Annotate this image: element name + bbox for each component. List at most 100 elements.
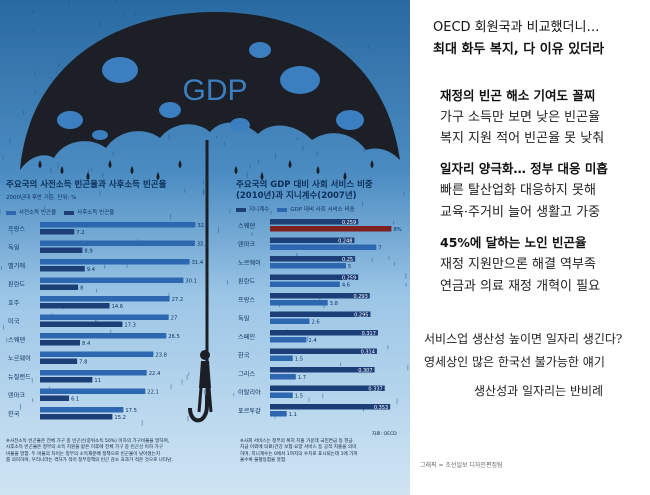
bar-spend (270, 374, 296, 380)
data-label-gini: 0.307 (358, 368, 372, 374)
bar-gini (270, 293, 370, 299)
category-label: 스웨덴 (238, 222, 255, 230)
person-figure (197, 350, 213, 413)
data-label-post: 14.6 (112, 304, 124, 310)
legend-item-gini: 지니계수 (236, 205, 269, 213)
legend-item-post: 사후소득 빈곤율 (64, 208, 114, 216)
drip (178, 160, 182, 168)
drip (130, 166, 134, 174)
category-label: 독일 (8, 244, 20, 252)
drip (234, 166, 238, 174)
data-label-spend: 1.5 (295, 357, 303, 363)
category-label: 한국 (8, 411, 20, 418)
bar-post (40, 358, 78, 364)
data-label-pre: 22.1 (147, 390, 159, 396)
social-service-chart: 주요국의 GDP 대비 사회 서비스 비중 (2010년)과 지니계수(2007… (236, 180, 408, 422)
data-label-gini: 0.259 (342, 220, 356, 226)
graphic-credit: 그래픽 = 조선일보 디자인편집팀 (420, 462, 503, 469)
section-heading-1: 재정의 빈곤 해소 기여도 꼴찌 (440, 88, 596, 103)
note-line: 하며, 지니계수는 0에서 1까지의 수치로 표시되는데 1에 가까 (240, 451, 358, 457)
bar-pre (40, 407, 124, 413)
article-summary-panel: OECD 회원국과 비교했더니… 최대 화두 복지, 다 이유 있더라 재정의 … (410, 0, 650, 495)
bar-spend (270, 281, 340, 287)
category-label: 한국 (238, 353, 250, 360)
note-line: 를 의미하며, 우리나라는 격차가 적어 정부정책의 빈곤 감소 효과가 적은 … (6, 458, 173, 464)
drip (316, 166, 320, 174)
bar-gini (270, 367, 375, 373)
legend-item-spend: GDP 대비 사회 서비스 비중 (277, 205, 355, 213)
category-label: 프랑스 (8, 226, 25, 233)
category-label: 포르투갈 (238, 407, 261, 415)
section-3-line-1: 재정 지원만으론 해결 역부족 (440, 257, 596, 272)
poverty-chart-subtitle: 2000년대 후반 기준, 단위: % (6, 195, 77, 201)
category-label: 노르웨이 (238, 259, 261, 267)
bar-gini (270, 311, 371, 317)
bar-pre (40, 259, 190, 265)
bar-pre (40, 314, 169, 320)
data-label-gini: 0.337 (368, 386, 382, 392)
canopy-spot (336, 110, 364, 130)
bar-pre (40, 240, 195, 246)
canopy-spot (57, 111, 83, 129)
note-line: 지급 이외에 의료(건강 보험·요양 서비스 등 공적 지출을 의미 (240, 445, 357, 451)
data-label-post: 7.8 (79, 360, 87, 366)
umbrella-canopy (20, 12, 400, 170)
social-chart-title-line2: (2010년)과 지니계수(2007년) (236, 191, 357, 201)
question-line-2: 영세상인 많은 한국선 불가능한 얘기 (424, 355, 605, 369)
bar-spend (270, 263, 346, 269)
data-label-spend: 2.6 (311, 320, 319, 326)
category-label: 스페인 (238, 333, 255, 341)
data-label-post: 6.1 (71, 397, 79, 403)
bar-gini (270, 385, 385, 391)
data-label-gini: 0.293 (353, 294, 367, 300)
drip (343, 172, 347, 180)
category-label: 덴마크 (8, 392, 25, 400)
drip (86, 172, 90, 180)
data-label-pre: 22.4 (149, 371, 161, 377)
question-line-1: 서비스업 생산성 높이면 일자리 생긴다? (424, 332, 623, 346)
section-2-line-1: 빠른 탈산업화 대응하지 못해 (440, 183, 596, 198)
category-label: 벨기에 (8, 262, 25, 270)
drip (156, 172, 160, 180)
social-service-bars: 스웨덴 0.259 8% 덴마크 0.248 7 노르웨이 0.255 핀란드 0.259 4.6 프… (238, 219, 402, 418)
data-label-spend: 4.6 (342, 283, 350, 289)
canopy-spot (280, 66, 320, 94)
data-label-spend: 1.5 (295, 394, 303, 400)
bar-pre (40, 296, 170, 302)
poverty-chart-legend: 사전소득 빈곤율 사후소득 빈곤율 (6, 208, 211, 216)
data-label-spend: 5 (348, 264, 351, 270)
canopy-spot (249, 42, 271, 58)
category-label: 이탈리아 (238, 389, 261, 397)
data-label-post: 8 (80, 286, 83, 292)
data-label-gini: 0.317 (362, 331, 376, 337)
bar-pre (40, 351, 154, 357)
bar-gini (270, 404, 391, 410)
bar-post (40, 247, 83, 253)
summary-title-line2: 최대 화두 복지, 다 이유 있더라 (433, 42, 605, 57)
legend-label-gini: 지니계수 (249, 207, 270, 213)
data-label-gini: 0.248 (338, 238, 352, 244)
category-label: 미국 (8, 318, 20, 326)
data-label-pre: 17.5 (125, 408, 137, 414)
canopy-spots (57, 42, 364, 140)
data-label-pre: 26.5 (168, 334, 180, 340)
bar-gini (270, 219, 359, 225)
data-label-pre: 27.2 (172, 297, 184, 303)
poverty-bars: 프랑스 32.6 7.2 독일 32.5 8.9 벨기에 31.4 9.4 핀란드 30.1 8 호주 2… (8, 222, 209, 421)
data-label-gini: 0.259 (342, 275, 356, 281)
note-line: 사후소득 빈곤율은 정부의 소득 지원을 받은 이후에 전체 가구 중 빈곤선 … (6, 445, 163, 451)
summary-title-line1: OECD 회원국과 비교했더니… (433, 20, 600, 35)
drip (60, 166, 64, 174)
umbrella-label: GDP (182, 74, 247, 107)
drip (370, 160, 374, 168)
bar-spend (270, 411, 287, 417)
bar-spend (270, 226, 392, 232)
section-heading-3: 45%에 달하는 노인 빈곤율 (440, 235, 587, 250)
canopy-spot (92, 130, 108, 140)
data-label-post: 8.4 (82, 341, 91, 347)
data-label-spend: 1.7 (298, 375, 306, 381)
bar-post (40, 395, 70, 401)
social-chart-legend: 지니계수 GDP 대비 사회 서비스 비중 (236, 205, 408, 213)
poverty-note: ※사전소득 빈곤율은 전체 가구 중 빈곤선(중위소득 50%) 이하의 가구비… (6, 439, 236, 465)
